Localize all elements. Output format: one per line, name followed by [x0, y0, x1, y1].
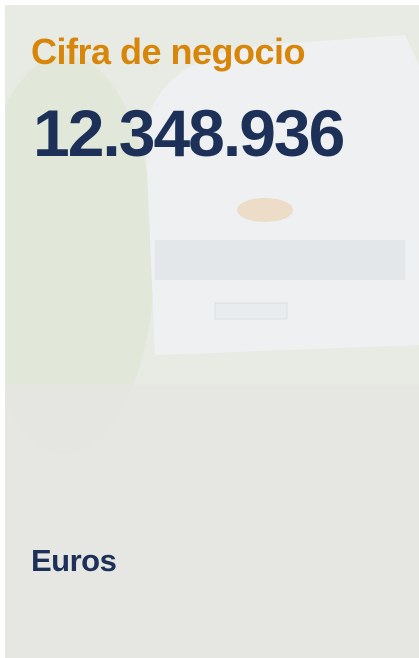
- stat-card: Cifra de negocio 12.348.936 Euros: [5, 5, 419, 658]
- background-image: [5, 5, 419, 658]
- stat-title: Cifra de negocio: [31, 31, 306, 72]
- stat-unit: Euros: [31, 543, 117, 578]
- stat-value: 12.348.936: [33, 96, 345, 170]
